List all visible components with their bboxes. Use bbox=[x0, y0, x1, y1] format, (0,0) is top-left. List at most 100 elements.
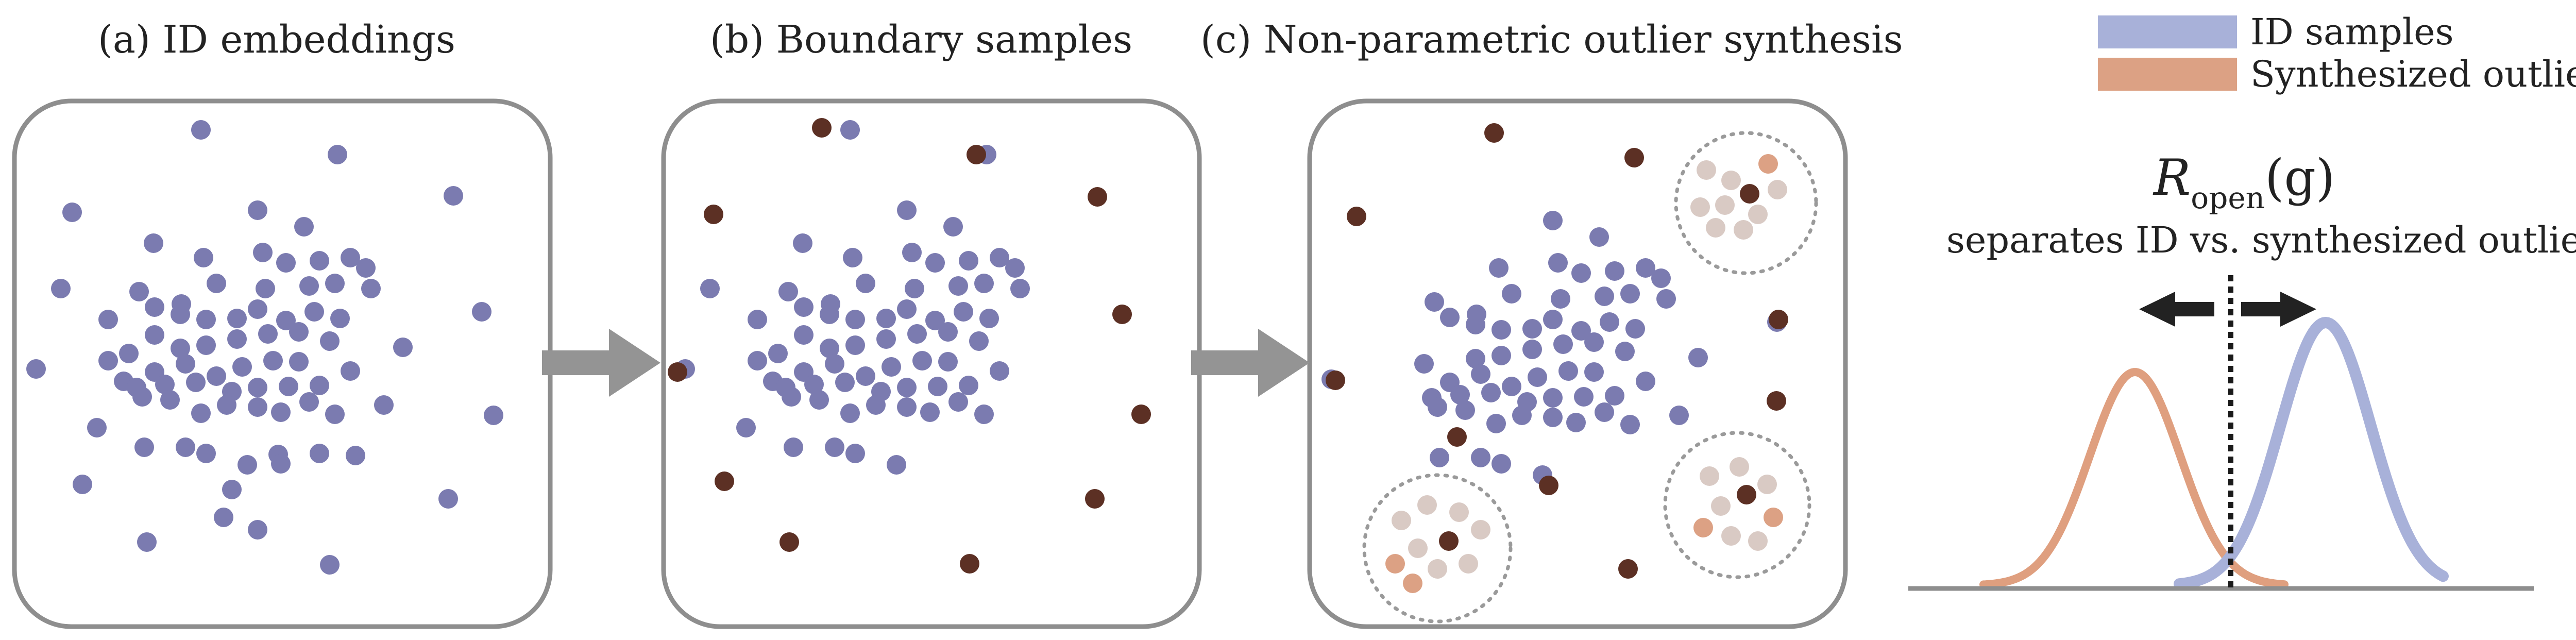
id-point bbox=[736, 418, 756, 437]
id-point bbox=[876, 329, 896, 349]
id-point bbox=[1571, 263, 1591, 283]
id-point bbox=[176, 354, 195, 374]
id-point bbox=[1430, 448, 1449, 467]
id-point bbox=[87, 418, 107, 437]
id-point bbox=[73, 475, 92, 494]
id-point bbox=[62, 203, 82, 222]
id-point bbox=[472, 302, 492, 322]
id-point bbox=[248, 520, 267, 540]
id-point bbox=[938, 322, 958, 342]
id-point bbox=[196, 310, 216, 329]
id-point bbox=[1620, 284, 1640, 304]
id-distribution-curve bbox=[2174, 316, 2449, 590]
id-point bbox=[1620, 415, 1640, 434]
id-point bbox=[289, 322, 309, 342]
candidate-point bbox=[1748, 205, 1768, 224]
id-point bbox=[866, 395, 886, 415]
boundary-point bbox=[1085, 489, 1105, 509]
id-point bbox=[1005, 258, 1025, 278]
boundary-point bbox=[1767, 391, 1786, 411]
id-point bbox=[882, 357, 901, 377]
id-point bbox=[943, 217, 963, 237]
panel-c-box bbox=[1307, 98, 1848, 629]
id-point bbox=[1502, 377, 1521, 396]
id-point bbox=[320, 331, 340, 351]
id-point bbox=[948, 276, 968, 296]
id-point bbox=[207, 274, 226, 293]
id-point bbox=[155, 375, 175, 394]
id-point bbox=[969, 331, 989, 351]
id-point bbox=[948, 392, 968, 412]
candidate-point bbox=[1428, 559, 1447, 579]
id-point bbox=[304, 302, 324, 322]
id-point bbox=[784, 437, 803, 457]
boundary-point bbox=[1737, 485, 1756, 504]
id-point bbox=[845, 310, 865, 329]
id-point bbox=[1492, 346, 1511, 365]
id-point bbox=[1548, 253, 1568, 273]
id-point bbox=[271, 454, 291, 474]
id-point bbox=[1571, 321, 1591, 341]
id-point bbox=[820, 339, 839, 358]
id-point bbox=[809, 390, 829, 410]
id-point bbox=[1553, 334, 1573, 354]
id-point bbox=[299, 276, 319, 296]
id-point bbox=[845, 444, 865, 463]
id-point bbox=[196, 444, 216, 463]
id-point bbox=[207, 366, 226, 386]
id-point bbox=[979, 309, 999, 328]
id-point bbox=[186, 373, 206, 392]
id-point bbox=[843, 248, 862, 267]
candidate-point bbox=[1721, 526, 1741, 546]
id-point bbox=[171, 305, 190, 324]
id-point bbox=[330, 309, 350, 328]
id-point bbox=[119, 344, 139, 363]
id-point bbox=[887, 455, 906, 475]
id-point bbox=[1595, 402, 1614, 422]
boundary-point bbox=[1447, 427, 1467, 447]
id-point bbox=[990, 361, 1009, 381]
panel-b-id-points bbox=[675, 120, 1030, 475]
synthesized-outlier-point bbox=[1385, 554, 1405, 574]
id-point bbox=[320, 555, 340, 575]
id-point bbox=[845, 335, 865, 355]
synthesized-outlier-point bbox=[1764, 508, 1783, 527]
id-point bbox=[748, 310, 767, 329]
panel-c-synthesized-points bbox=[1385, 154, 1787, 593]
id-point bbox=[920, 402, 940, 422]
id-point bbox=[782, 387, 801, 407]
id-point bbox=[26, 359, 46, 379]
id-point bbox=[1414, 354, 1434, 374]
id-point bbox=[840, 403, 860, 423]
id-point bbox=[1428, 397, 1447, 417]
id-point bbox=[1492, 320, 1511, 340]
id-point bbox=[902, 243, 922, 262]
id-point bbox=[325, 405, 345, 424]
id-point bbox=[289, 352, 309, 372]
id-point bbox=[825, 437, 844, 457]
id-point bbox=[98, 351, 118, 370]
id-point bbox=[248, 378, 267, 397]
push-left-arrow bbox=[2139, 292, 2214, 327]
candidate-point bbox=[1757, 475, 1777, 494]
id-point bbox=[248, 299, 267, 319]
id-point bbox=[1543, 211, 1563, 230]
id-point bbox=[907, 324, 927, 344]
boundary-point bbox=[715, 471, 734, 491]
panel-b-title: (b) Boundary samples bbox=[710, 18, 1132, 62]
id-point bbox=[194, 248, 213, 267]
boundary-point bbox=[1439, 531, 1459, 551]
id-point bbox=[346, 446, 365, 465]
id-point bbox=[1605, 261, 1624, 281]
id-point bbox=[1466, 349, 1485, 368]
id-point bbox=[974, 274, 994, 293]
id-point bbox=[129, 282, 149, 301]
id-point bbox=[361, 279, 381, 298]
candidate-point bbox=[1408, 538, 1428, 558]
boundary-point bbox=[779, 532, 799, 552]
id-point bbox=[793, 233, 812, 253]
id-point bbox=[276, 311, 296, 330]
id-point bbox=[263, 351, 283, 370]
synthesized-outlier-point bbox=[1758, 154, 1778, 174]
